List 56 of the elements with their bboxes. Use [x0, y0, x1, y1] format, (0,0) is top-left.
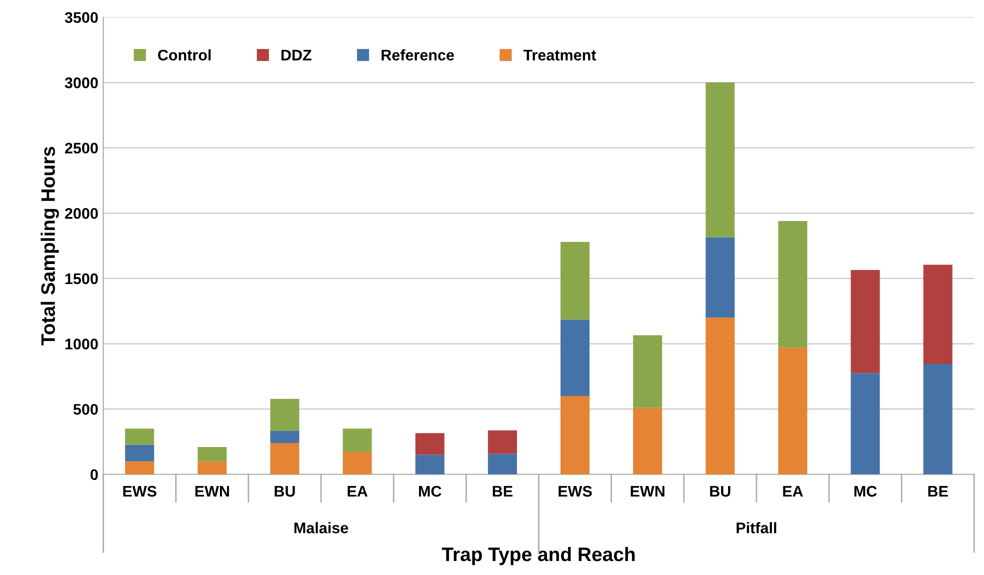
x-tick-label: EWN [630, 486, 664, 497]
x-tick-label: EA [783, 486, 803, 497]
legend-label: Treatment [523, 50, 596, 61]
bar [270, 430, 300, 444]
bar [125, 428, 154, 445]
bar [125, 461, 154, 474]
bar [850, 373, 880, 474]
y-tick-label: 1000 [65, 338, 98, 350]
bar [706, 237, 735, 318]
x-tick-label: BE [928, 486, 948, 497]
bar [778, 348, 808, 474]
y-tick-label: 0 [90, 469, 98, 480]
x-tick-label: EWN [195, 486, 229, 497]
bar [633, 408, 662, 474]
bar [270, 443, 300, 474]
bar [560, 396, 590, 474]
bar [778, 220, 808, 348]
bar [198, 446, 227, 462]
x-tick-label: EWS [123, 486, 156, 497]
bar [415, 454, 444, 474]
y-tick-label: 2500 [65, 142, 98, 154]
x-tick-label: BU [274, 486, 295, 497]
y-tick-label: 3500 [64, 12, 98, 23]
bar [125, 444, 154, 462]
bar [706, 318, 735, 474]
bar [342, 428, 372, 452]
y-tick-label: 3000 [64, 77, 98, 88]
bar [560, 242, 590, 320]
text: Pitfall [736, 522, 776, 534]
bar [633, 335, 662, 408]
y-tick-label: 1500 [65, 273, 98, 284]
x-tick-label: BU [710, 486, 730, 497]
y-tick-label: 2000 [65, 208, 98, 219]
x-tick-label: EA [348, 486, 368, 497]
bar [342, 452, 372, 474]
x-axis-title: Trap Type and Reach [442, 546, 635, 566]
bar [923, 264, 952, 364]
bar [560, 320, 590, 396]
x-tick-label: MC [854, 486, 877, 497]
y-axis-title: Total Sampling Hours [40, 146, 59, 346]
y-tick-label: 500 [73, 404, 98, 415]
legend-label: Reference [382, 49, 454, 61]
bar [415, 433, 444, 455]
bar [488, 430, 517, 454]
bar [923, 364, 952, 474]
text: Malaise [294, 522, 348, 534]
legend-label: DDZ [281, 50, 312, 60]
bar [850, 270, 880, 374]
bar [270, 398, 300, 431]
x-tick-label: MC [419, 486, 442, 497]
bar [488, 454, 517, 474]
bar [198, 461, 227, 474]
x-tick-label: EWS [558, 486, 592, 497]
legend-label: Control [158, 49, 211, 61]
bar [706, 82, 735, 238]
x-tick-label: BE [492, 486, 512, 497]
